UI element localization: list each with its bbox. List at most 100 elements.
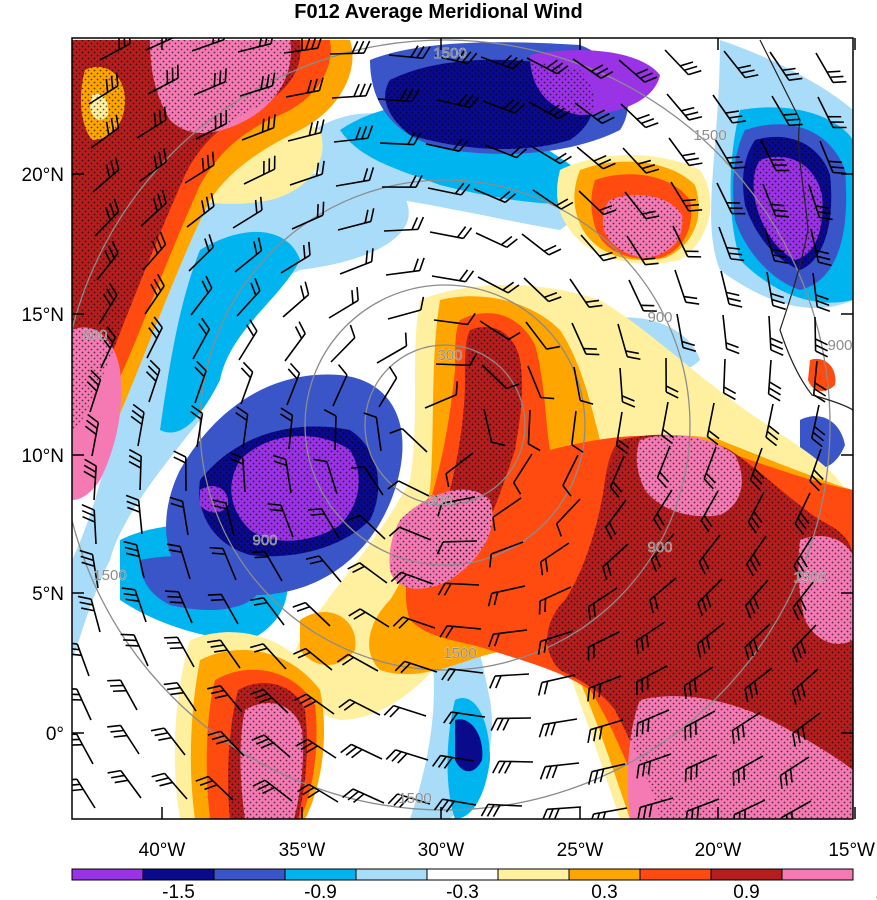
wind-barb [605, 499, 627, 540]
wind-barb [98, 283, 118, 325]
wind-barb [670, 181, 703, 212]
wind-barb [84, 413, 100, 457]
wind-barb-feather [265, 74, 270, 88]
wind-barb-feather [510, 145, 522, 157]
wind-barb-feather [107, 769, 121, 774]
wind-barb-feather [235, 412, 248, 421]
wind-barb-feather [590, 64, 604, 73]
wind-barb [387, 296, 425, 320]
wind-barb [528, 101, 571, 120]
wind-barb-feather [829, 75, 844, 79]
wind-barb-feather [443, 757, 453, 769]
wind-barb-feather [594, 812, 601, 819]
wind-barb-feather [731, 730, 735, 744]
wind-barb-feather [114, 156, 120, 170]
wind-barb [83, 458, 97, 501]
wind-barb [819, 140, 847, 175]
cyan-west [160, 231, 300, 433]
wind-barb-feather [303, 700, 317, 709]
wind-barb-feather [399, 88, 408, 102]
wind-barb-feather [647, 761, 652, 775]
wind-barb [666, 93, 703, 121]
wind-barb [539, 542, 570, 576]
wind-barb-feather [109, 202, 116, 217]
wind-barb [337, 208, 375, 231]
wind-barb-feather [595, 67, 609, 76]
wind-barb-feather [695, 764, 698, 778]
wind-barb-feather [123, 639, 137, 642]
wind-barb [77, 595, 101, 633]
wind-barb [335, 167, 375, 187]
wind-barb [236, 278, 261, 317]
wind-barb [532, 189, 574, 210]
wind-barb-feather [684, 111, 699, 117]
wind-barb-feather [544, 598, 547, 613]
wind-barb [234, 237, 263, 273]
wind-barb [342, 788, 385, 804]
wind-barb-shaft [329, 52, 365, 55]
wind-barb [526, 57, 569, 75]
wind-barb [436, 540, 478, 555]
wind-barb-feather [124, 546, 139, 552]
wind-barb [433, 312, 476, 326]
wind-barb-feather [128, 460, 142, 469]
wind-barb [241, 114, 276, 141]
wind-barb-feather [110, 729, 124, 733]
wind-barb-feather [697, 602, 703, 617]
wind-barb [188, 234, 215, 272]
wind-barb-feather [212, 499, 226, 504]
wind-barb-feather [107, 245, 116, 259]
wind-barb-feather [107, 724, 121, 728]
wind-barb-feather [815, 294, 829, 301]
wind-barb-feather [163, 106, 167, 121]
wind-barb-feather [744, 688, 749, 703]
wind-barb-feather [544, 558, 549, 572]
wind-barb [381, 174, 423, 189]
wind-barb-feather [109, 283, 118, 296]
wind-barb-feather [491, 441, 505, 447]
wind-barb-feather [267, 503, 282, 507]
wind-barb-feather [601, 116, 615, 125]
wind-barb-feather [768, 393, 781, 402]
wind-barb-feather [397, 752, 408, 764]
wind-barb [480, 54, 524, 70]
wind-barb-feather [600, 70, 614, 79]
range-ring-label: 300 [437, 347, 462, 364]
range-ring-label: 1500 [93, 567, 126, 584]
wind-barb-feather [813, 394, 826, 403]
wind-barb-feather [516, 148, 528, 159]
wind-barb [439, 624, 482, 639]
wind-barb-feather [622, 401, 636, 408]
wind-barb-feather [196, 360, 207, 372]
wind-barb-feather [353, 83, 360, 97]
stipple-region [390, 489, 493, 589]
wind-barb-feather [640, 118, 655, 125]
range-ring-label: 1500 [693, 127, 726, 144]
wind-barb-feather [726, 201, 741, 204]
wind-barb [479, 320, 521, 341]
wind-barb [712, 94, 746, 124]
wind-barb-feather [398, 618, 410, 629]
wind-barb-feather [211, 552, 226, 555]
wind-barb-feather [166, 543, 181, 548]
wind-barb-feather [551, 62, 564, 72]
wind-barb-feather [169, 496, 183, 503]
wind-barb-feather [681, 152, 696, 157]
wind-barb [338, 698, 381, 716]
wind-barb-feather [750, 516, 760, 529]
wind-barb [267, 503, 294, 538]
wind-barb [235, 406, 249, 449]
wind-barb-feather [741, 69, 755, 74]
wind-barb-feather [72, 743, 83, 746]
wind-barb-feather [541, 809, 548, 819]
wind-barb-feather [753, 638, 759, 653]
wind-barb [538, 718, 578, 738]
wind-barb-feather [689, 724, 692, 738]
wind-barb-feather [172, 23, 182, 36]
wind-barb-feather [775, 214, 789, 218]
wind-barb-feather [72, 778, 77, 782]
wind-barb-feather [817, 210, 831, 215]
wind-barb-shaft [441, 496, 476, 505]
wind-barb-feather [815, 205, 830, 209]
wind-barb-feather [694, 721, 697, 735]
